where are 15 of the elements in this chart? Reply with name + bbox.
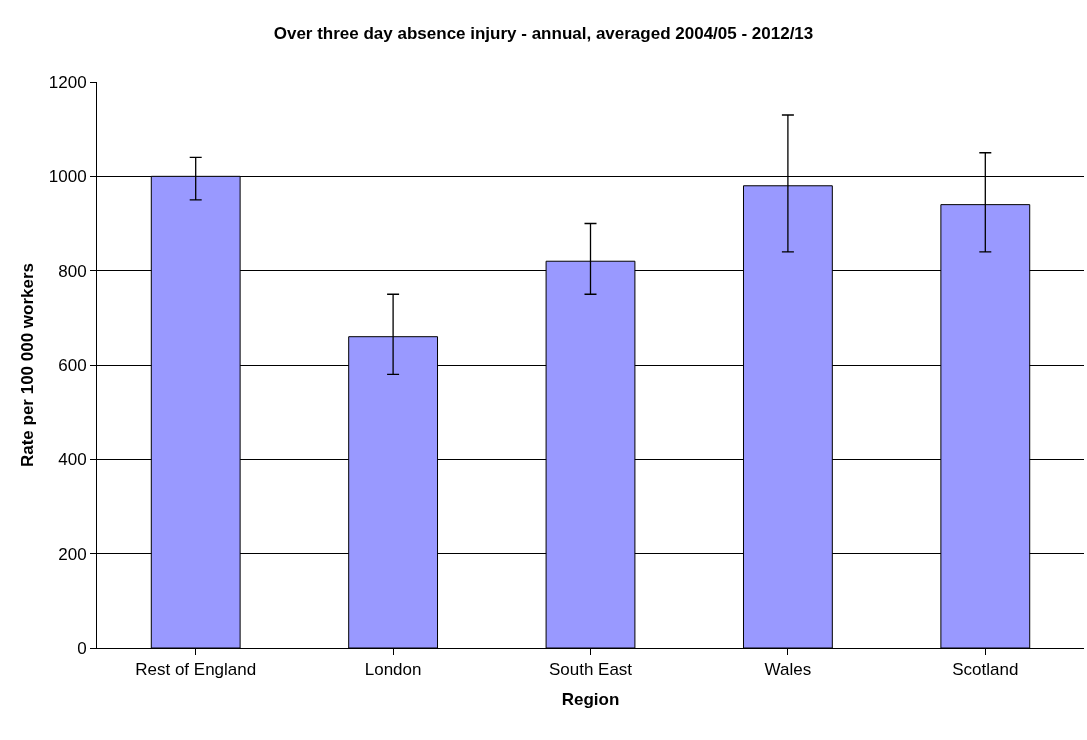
- x-tick-label: Wales: [764, 660, 812, 680]
- chart-title: Over three day absence injury - annual, averaged 2004/05 - 2012/13: [273, 24, 814, 44]
- x-axis-title: Region: [561, 689, 620, 709]
- y-tick-label: 0: [77, 638, 87, 658]
- y-tick-label: 200: [58, 544, 87, 564]
- x-tick-label: Scotland: [952, 660, 1019, 680]
- x-tick-label: Rest of England: [135, 660, 257, 680]
- y-tick-label: 400: [58, 450, 87, 470]
- y-axis-title: Rate per 100 000 workers: [18, 262, 38, 468]
- y-tick-label: 800: [58, 261, 87, 281]
- x-tick-label: South East: [548, 660, 633, 680]
- y-tick-label: 1200: [48, 72, 87, 92]
- y-tick-label: 600: [58, 355, 87, 375]
- y-tick-label: 1000: [48, 167, 87, 187]
- x-tick-label: London: [364, 660, 422, 680]
